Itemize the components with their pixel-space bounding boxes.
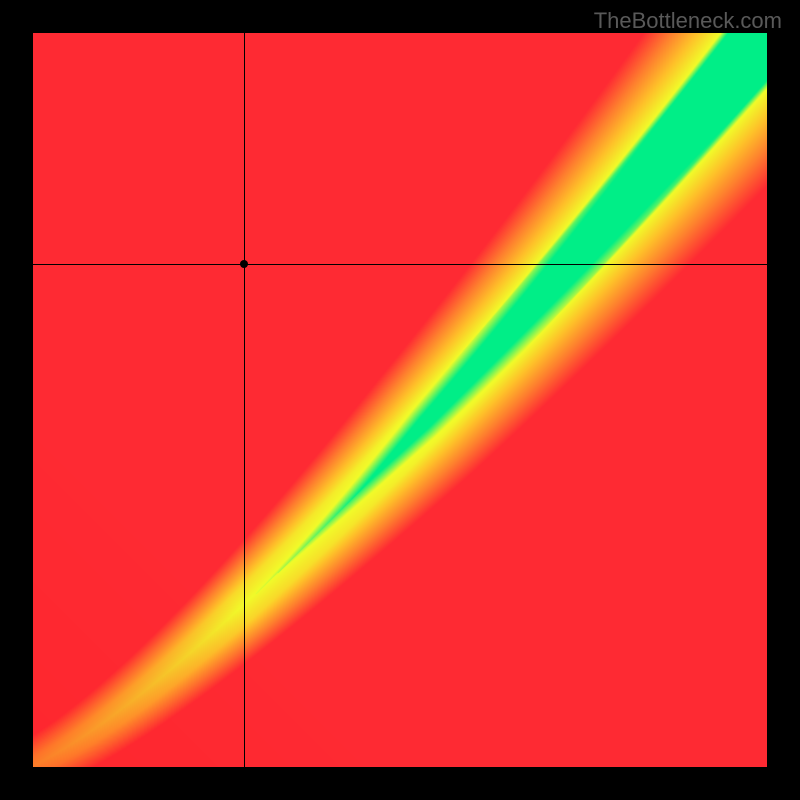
- crosshair-horizontal: [33, 264, 767, 265]
- heatmap-chart: [33, 33, 767, 767]
- heatmap-canvas: [33, 33, 767, 767]
- watermark-text: TheBottleneck.com: [594, 8, 782, 34]
- crosshair-vertical: [244, 33, 245, 767]
- marker-dot: [240, 260, 248, 268]
